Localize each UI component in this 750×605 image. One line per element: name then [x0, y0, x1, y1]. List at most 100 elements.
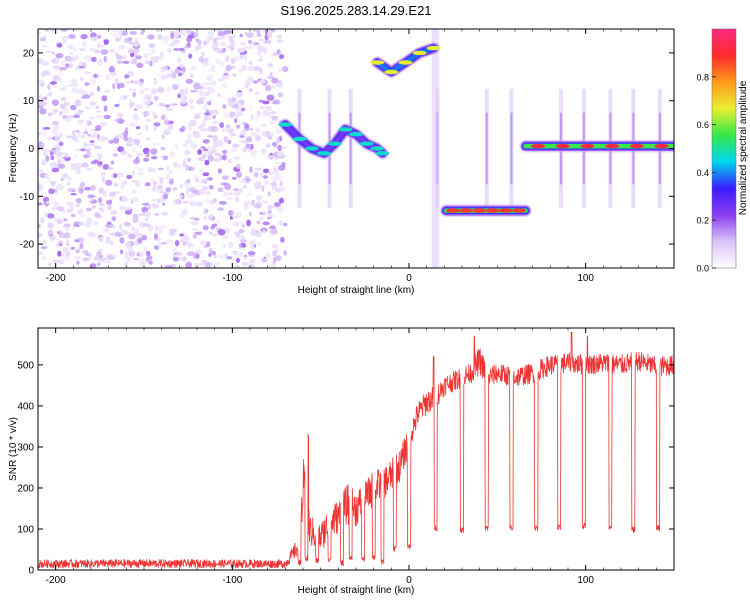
- noise-blob: [172, 248, 177, 253]
- noise-blob: [131, 196, 138, 203]
- noise-blob: [68, 189, 73, 193]
- noise-blob: [212, 120, 219, 125]
- noise-blob: [114, 103, 120, 108]
- noise-blob: [107, 254, 111, 258]
- spectrogram-tracks: [278, 41, 674, 218]
- noise-blob: [49, 161, 57, 169]
- noise-blob: [113, 183, 119, 187]
- noise-blob: [217, 93, 222, 97]
- noise-blob: [65, 63, 70, 68]
- noise-blob: [76, 89, 84, 95]
- noise-blob: [150, 178, 155, 185]
- noise-blob: [203, 86, 210, 90]
- noise-blob: [156, 86, 165, 93]
- noise-blob: [47, 112, 52, 117]
- noise-blob: [172, 161, 179, 168]
- noise-blob: [212, 157, 221, 162]
- noise-blob: [160, 225, 167, 229]
- noise-blob: [262, 175, 268, 179]
- noise-blob: [240, 238, 247, 243]
- noise-blob: [53, 125, 60, 130]
- noise-blob: [279, 181, 283, 187]
- colorbar: 0.0 0.2 0.4 0.6 0.8 Normalized spectral ampl…: [696, 28, 749, 274]
- noise-blob: [241, 121, 246, 125]
- noise-blob: [68, 34, 76, 39]
- noise-blob: [187, 122, 192, 126]
- noise-blob: [245, 143, 252, 149]
- zero-band-peak: [580, 143, 595, 149]
- noise-blob: [152, 185, 157, 192]
- noise-blob: [62, 247, 69, 254]
- noise-blob: [103, 39, 109, 45]
- spectrogram-x-tick-label: -100: [222, 273, 242, 284]
- noise-blob: [109, 232, 115, 236]
- noise-blob: [100, 44, 105, 48]
- noise-blob: [167, 48, 172, 53]
- noise-blob: [166, 86, 172, 93]
- noise-blob: [108, 191, 116, 198]
- noise-blob: [262, 200, 269, 204]
- noise-blob: [114, 77, 119, 85]
- noise-blob: [187, 251, 195, 257]
- noise-blob: [195, 201, 203, 207]
- noise-blob: [216, 29, 223, 32]
- zero-band-peak: [531, 143, 545, 149]
- noise-blob: [114, 191, 120, 195]
- noise-blob: [85, 250, 89, 257]
- noise-blob: [78, 110, 85, 113]
- noise-blob: [157, 72, 162, 76]
- noise-blob: [254, 91, 260, 96]
- noise-blob: [223, 245, 227, 248]
- noise-blob: [213, 198, 217, 203]
- noise-blob: [90, 160, 97, 165]
- noise-blob: [111, 216, 117, 222]
- noise-blob: [136, 152, 144, 157]
- noise-blob: [269, 71, 273, 78]
- noise-blob: [107, 221, 112, 225]
- spectrogram-y-tick-label: 20: [23, 48, 35, 59]
- noise-blob: [96, 42, 102, 49]
- noise-blob: [154, 225, 158, 229]
- noise-blob: [127, 249, 135, 254]
- noise-blob: [164, 104, 170, 108]
- noise-blob: [278, 178, 285, 181]
- noise-blob: [78, 61, 83, 65]
- noise-blob: [182, 66, 186, 73]
- noise-blob: [233, 188, 239, 191]
- noise-blob: [174, 68, 180, 74]
- noise-blob: [131, 226, 135, 232]
- noise-blob: [209, 98, 214, 102]
- spectrogram-y-tick-label: 10: [23, 96, 35, 107]
- noise-blob: [239, 33, 243, 38]
- noise-blob: [267, 205, 273, 210]
- noise-blob: [63, 218, 68, 222]
- noise-blob: [144, 94, 153, 98]
- noise-blob: [61, 107, 68, 114]
- noise-blob: [139, 251, 145, 258]
- noise-blob: [106, 204, 113, 211]
- noise-blob: [245, 178, 252, 182]
- noise-blob: [223, 136, 228, 143]
- noise-blob: [207, 155, 214, 162]
- noise-blob: [153, 126, 157, 131]
- zero-band-peak: [605, 143, 620, 149]
- noise-blob: [185, 78, 193, 84]
- noise-blob: [220, 41, 227, 47]
- noise-blob: [52, 65, 60, 69]
- noise-blob: [38, 132, 41, 136]
- noise-blob: [231, 34, 237, 38]
- noise-blob: [41, 133, 47, 137]
- noise-blob: [57, 77, 63, 84]
- noise-blob: [68, 44, 73, 51]
- noise-blob: [177, 93, 182, 99]
- noise-blob: [158, 102, 166, 107]
- noise-blob: [153, 181, 157, 187]
- noise-blob: [201, 259, 208, 264]
- noise-blob: [42, 239, 48, 246]
- noise-blob: [49, 29, 56, 33]
- noise-blob: [83, 141, 87, 148]
- noise-blob: [59, 103, 66, 109]
- noise-blob: [63, 223, 71, 228]
- noise-blob: [79, 181, 86, 188]
- noise-blob: [145, 53, 152, 56]
